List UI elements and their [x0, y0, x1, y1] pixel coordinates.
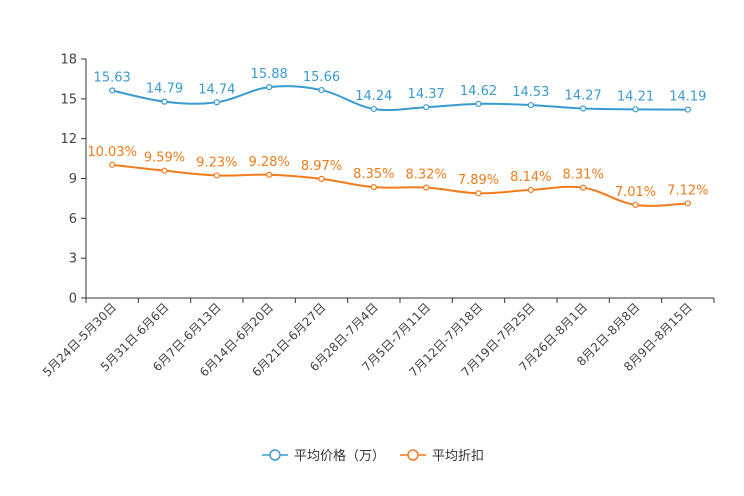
data-point[interactable]	[213, 99, 220, 106]
data-point[interactable]	[423, 184, 430, 191]
data-label: 14.37	[408, 87, 445, 102]
y-tick-label: 18	[60, 53, 77, 68]
y-tick-label: 9	[69, 172, 77, 187]
data-label: 9.59%	[144, 151, 185, 166]
data-point[interactable]	[684, 200, 691, 207]
data-label: 8.32%	[406, 168, 447, 183]
data-point[interactable]	[318, 175, 325, 182]
data-point[interactable]	[580, 105, 587, 112]
legend-marker	[407, 449, 419, 461]
data-label: 14.74	[198, 82, 235, 97]
y-tick-label: 15	[60, 92, 77, 107]
legend-item-1[interactable]: 平均价格（万）	[262, 448, 385, 464]
x-axis: 5月24日-5月30日5月31日-6月6日6月7日-6月13日6月14日-6月2…	[40, 297, 715, 380]
legend-marker	[269, 449, 281, 461]
data-label: 7.89%	[458, 173, 499, 188]
data-label: 8.14%	[510, 170, 551, 185]
data-point[interactable]	[370, 184, 377, 191]
data-point[interactable]	[266, 84, 273, 91]
data-point[interactable]	[161, 98, 168, 105]
series-layer: 15.63 14.79 14.74 15.88 15.66 14.24 14.37 14.62…	[87, 67, 708, 209]
data-label: 14.53	[512, 85, 549, 100]
data-label: 10.03%	[87, 145, 137, 160]
data-point[interactable]	[318, 86, 325, 94]
data-point[interactable]	[632, 106, 639, 113]
legend-label: 平均折扣	[432, 449, 484, 464]
series-line-2	[112, 163, 688, 207]
data-label: 14.27	[565, 89, 602, 104]
data-point[interactable]	[109, 87, 116, 94]
data-label: 7.01%	[615, 185, 656, 200]
data-point[interactable]	[527, 186, 534, 194]
data-label: 15.63	[94, 70, 131, 85]
data-point[interactable]	[161, 167, 168, 174]
data-label: 8.35%	[353, 167, 394, 182]
data-point[interactable]	[370, 105, 377, 113]
y-tick-label: 3	[69, 252, 77, 267]
data-label: 14.79	[146, 82, 183, 97]
data-point[interactable]	[109, 161, 116, 168]
data-label: 8.31%	[563, 168, 604, 183]
data-label: 7.12%	[667, 183, 708, 198]
legend-item-2[interactable]: 平均折扣	[400, 449, 484, 464]
data-point[interactable]	[475, 190, 482, 197]
data-point[interactable]	[475, 100, 482, 107]
data-point[interactable]	[213, 172, 220, 179]
data-point[interactable]	[266, 171, 273, 178]
y-axis: 0 3 6 9 12 15 18	[60, 53, 87, 307]
data-label: 15.88	[251, 67, 288, 82]
data-label: 14.19	[669, 90, 706, 105]
legend[interactable]: 平均价格（万） 平均折扣	[262, 448, 484, 464]
y-tick-label: 6	[69, 212, 77, 227]
data-label: 15.66	[303, 70, 340, 85]
data-point[interactable]	[423, 104, 430, 111]
data-label: 14.21	[617, 89, 654, 104]
y-tick-label: 12	[60, 132, 77, 147]
data-label: 9.23%	[196, 155, 237, 170]
data-point[interactable]	[527, 101, 534, 109]
series-line-1	[111, 85, 688, 112]
y-tick-label: 0	[69, 292, 77, 307]
data-point[interactable]	[632, 201, 639, 209]
legend-label: 平均价格（万）	[294, 448, 385, 464]
data-point[interactable]	[580, 184, 587, 191]
data-label: 14.24	[355, 89, 392, 104]
data-label: 8.97%	[301, 159, 342, 174]
data-point[interactable]	[684, 106, 691, 113]
data-label: 14.62	[460, 84, 497, 99]
data-label: 9.28%	[249, 155, 290, 170]
